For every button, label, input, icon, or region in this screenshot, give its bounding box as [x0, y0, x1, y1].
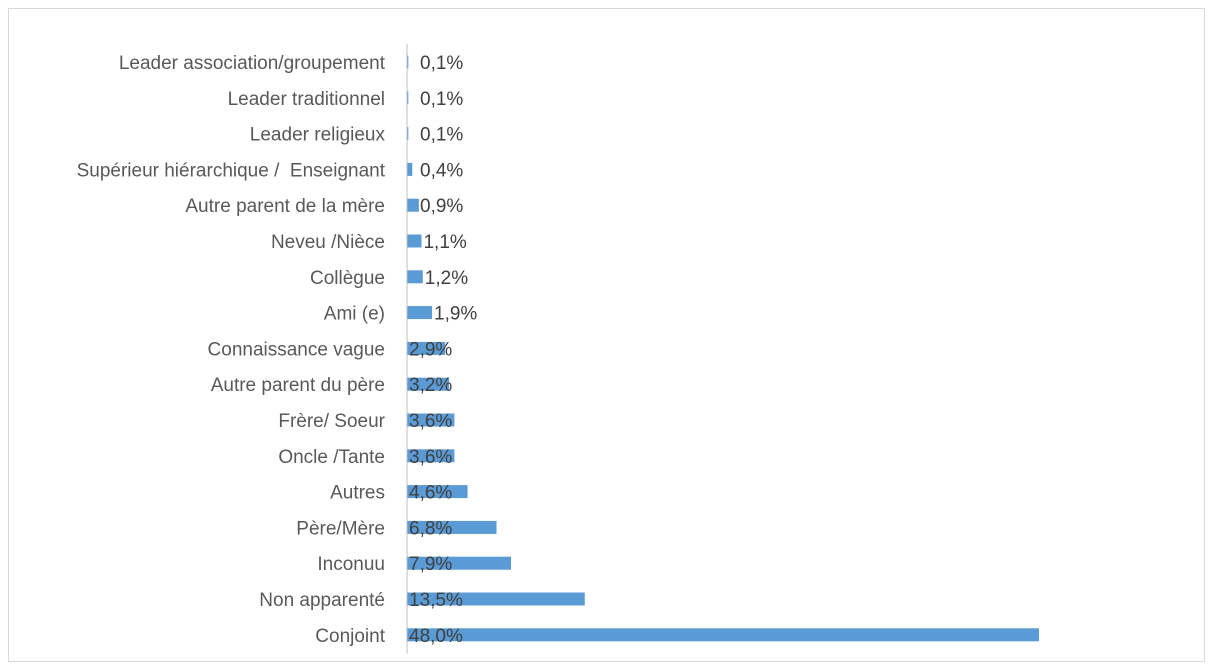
category-label-0: Leader association/groupement: [119, 53, 386, 74]
bar-12: [407, 485, 468, 499]
bar-10: [407, 413, 455, 427]
category-label-12: Autres: [330, 483, 385, 504]
category-label-16: Conjoint: [315, 626, 385, 647]
bar-6: [407, 270, 423, 284]
bar-11: [407, 449, 455, 463]
value-label-13: 6,8%: [409, 518, 452, 539]
labels-group: Leader association/groupement 0,1% Leader …: [77, 53, 478, 647]
category-label-1: Leader traditionnel: [228, 89, 385, 110]
category-label-7: Ami (e): [324, 304, 385, 325]
bar-5: [407, 234, 422, 248]
value-label-10: 3,6%: [409, 411, 452, 432]
value-label-3: 0,4%: [420, 160, 463, 181]
value-label-5: 1,1%: [423, 232, 466, 253]
bar-4: [407, 198, 419, 212]
bar-14: [407, 556, 512, 570]
category-label-5: Neveu /Nièce: [271, 232, 385, 253]
category-label-4: Autre parent de la mère: [185, 196, 385, 217]
category-label-2: Leader religieux: [250, 125, 386, 146]
value-label-12: 4,6%: [409, 483, 452, 504]
category-label-10: Frère/ Soeur: [278, 411, 385, 432]
value-label-0: 0,1%: [420, 53, 463, 74]
value-label-4: 0,9%: [420, 196, 463, 217]
chart-frame: Leader association/groupement 0,1% Leader …: [8, 8, 1205, 662]
category-label-15: Non apparenté: [259, 590, 385, 611]
bar-chart: Leader association/groupement 0,1% Leader …: [77, 44, 1039, 654]
category-label-11: Oncle /Tante: [278, 447, 385, 468]
bar-1: [407, 91, 409, 105]
category-label-8: Connaissance vague: [208, 339, 385, 360]
bar-13: [407, 520, 497, 534]
bar-2: [407, 127, 409, 141]
value-label-2: 0,1%: [420, 125, 463, 146]
value-label-1: 0,1%: [420, 89, 463, 110]
value-label-14: 7,9%: [409, 554, 452, 575]
value-label-15: 13,5%: [409, 590, 463, 611]
value-label-6: 1,2%: [425, 268, 468, 289]
bar-9: [407, 377, 450, 391]
category-label-14: Inconuu: [317, 554, 385, 575]
category-label-9: Autre parent du père: [211, 375, 385, 396]
value-label-9: 3,2%: [409, 375, 452, 396]
value-label-11: 3,6%: [409, 447, 452, 468]
bar-15: [407, 592, 585, 606]
bars-group: [407, 55, 1039, 642]
value-label-8: 2,9%: [409, 339, 452, 360]
bar-0: [407, 55, 409, 69]
category-label-6: Collègue: [310, 268, 385, 289]
value-label-16: 48,0%: [409, 626, 463, 647]
value-label-7: 1,9%: [434, 304, 477, 325]
category-label-3: Supérieur hiérarchique / Enseignant: [77, 160, 386, 181]
bar-7: [407, 306, 433, 320]
bar-3: [407, 162, 413, 176]
category-label-13: Père/Mère: [296, 518, 385, 539]
bar-16: [407, 628, 1039, 642]
bar-8: [407, 341, 446, 355]
